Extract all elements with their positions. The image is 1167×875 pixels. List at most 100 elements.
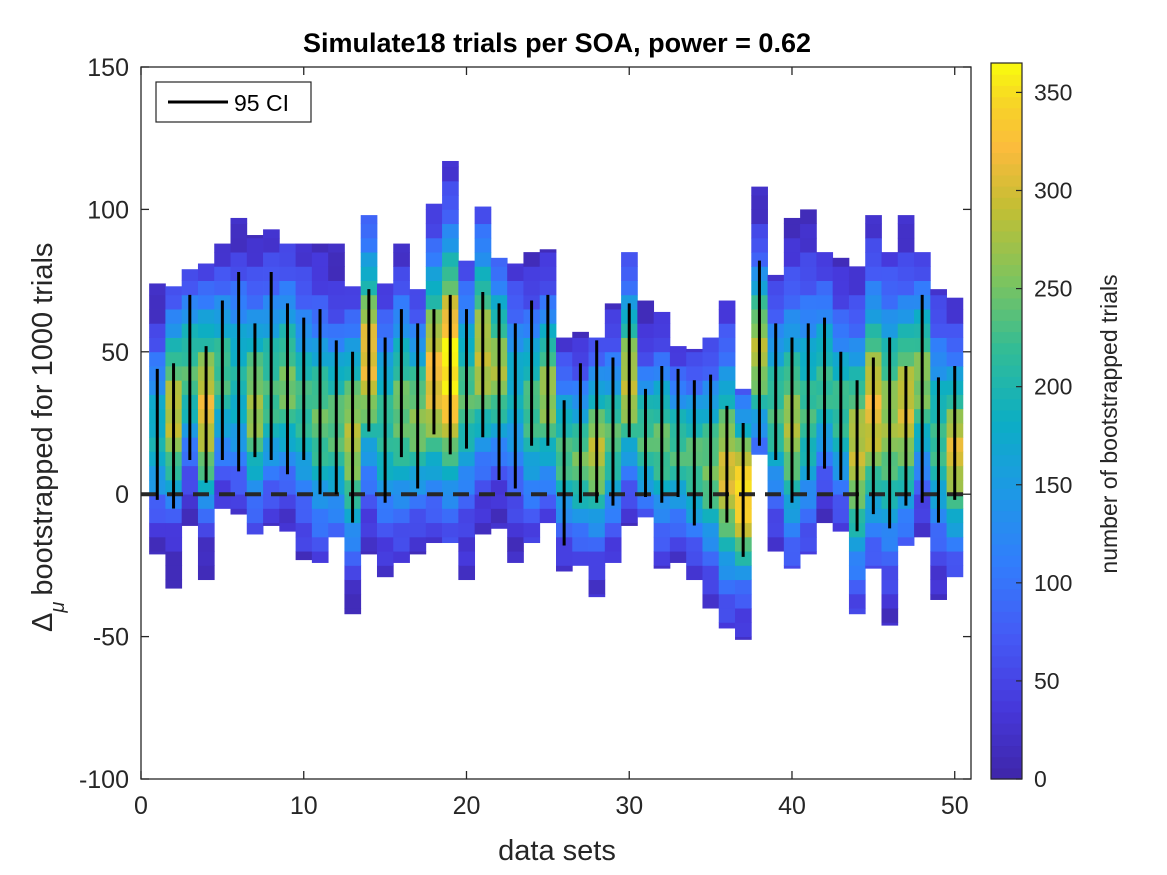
heatmap-cell (474, 280, 492, 296)
heatmap-cell (442, 180, 459, 196)
heatmap-cell (588, 536, 606, 552)
heatmap-cell (800, 508, 817, 524)
heatmap-cell (897, 309, 915, 324)
x-tick-label: 10 (290, 792, 318, 820)
heatmap-cell (865, 223, 882, 239)
heatmap-cell (767, 309, 785, 324)
colorbar-segment (991, 432, 1022, 444)
heatmap-cell (263, 494, 280, 509)
heatmap-cell (360, 437, 378, 452)
heatmap-cell (197, 522, 215, 538)
heatmap-cell (246, 508, 264, 524)
heatmap-cell (946, 522, 964, 538)
colorbar-segment (991, 107, 1022, 120)
heatmap-cell (376, 323, 394, 338)
heatmap-cell (865, 252, 882, 267)
heatmap-cell (669, 346, 687, 353)
heatmap-cell (800, 252, 817, 267)
heatmap-cell (718, 522, 736, 538)
heatmap-cell (214, 243, 231, 253)
heatmap-cell (767, 274, 785, 281)
colorbar-segment (991, 152, 1022, 165)
heatmap-cell (848, 351, 866, 367)
colorbar-label-group: number of bootstrapped trials (1096, 274, 1122, 573)
colorbar-segment (991, 208, 1022, 221)
colorbar-tick-label: 50 (1034, 668, 1060, 694)
heatmap-cell (360, 237, 378, 253)
heatmap-cell (197, 536, 215, 552)
heatmap-cell (149, 551, 166, 555)
heatmap-cell (393, 294, 410, 310)
heatmap-cell (718, 579, 736, 595)
colorbar-segment (991, 253, 1022, 265)
heatmap-cell (702, 579, 720, 595)
heatmap-cell (165, 522, 183, 538)
heatmap-cell (246, 280, 264, 296)
heatmap-cell (865, 266, 882, 281)
heatmap-cell (458, 494, 476, 509)
heatmap-cell (816, 508, 834, 524)
heatmap-cell (246, 522, 264, 535)
x-tick-label: 40 (778, 792, 806, 820)
heatmap-cell (556, 337, 573, 353)
heatmap-cell (409, 536, 427, 552)
heatmap-cell (230, 479, 248, 495)
colorbar-segment (991, 353, 1022, 366)
colorbar-segment (991, 130, 1022, 142)
heatmap-cell (914, 266, 931, 281)
heatmap-cell (930, 536, 947, 552)
heatmap-cell (865, 551, 882, 566)
heatmap-cell (848, 565, 866, 581)
heatmap-cell (474, 494, 492, 509)
heatmap-cell (279, 479, 296, 495)
colorbar-segment (991, 421, 1022, 433)
heatmap-cell (311, 536, 329, 552)
heatmap-cell (442, 195, 459, 210)
heatmap-cell (344, 551, 362, 566)
heatmap-cell (263, 508, 280, 524)
heatmap-cell (197, 337, 215, 353)
heatmap-cell (735, 579, 752, 595)
heatmap-cell (181, 508, 199, 524)
heatmap-cell (669, 508, 687, 524)
heatmap-cell (409, 294, 427, 310)
heatmap-cell (393, 280, 410, 296)
colorbar-segment (991, 219, 1022, 232)
heatmap-cell (669, 351, 687, 367)
heatmap-cell (800, 551, 817, 555)
heatmap-cell (230, 223, 248, 239)
heatmap-cell (442, 223, 459, 239)
heatmap-cell (735, 622, 752, 637)
heatmap-cell (409, 494, 427, 509)
heatmap-cell (718, 351, 736, 367)
heatmap-cell (425, 266, 443, 281)
heatmap-cell (621, 437, 638, 452)
colorbar-tick-label: 200 (1034, 374, 1072, 400)
heatmap-cell (490, 522, 508, 529)
heatmap-cell (393, 551, 410, 563)
heatmap-cell (474, 522, 492, 535)
heatmap-cell (783, 237, 801, 253)
heatmap-cell (897, 337, 915, 353)
heatmap-cell (425, 237, 443, 253)
heatmap-cell (165, 579, 183, 589)
heatmap-cell (442, 160, 459, 168)
colorbar-segment (991, 342, 1022, 355)
colorbar-segment (991, 230, 1022, 243)
heatmap-cell (751, 186, 768, 196)
heatmap-cell (881, 252, 899, 267)
heatmap-cell (246, 309, 264, 324)
heatmap-cell (328, 522, 345, 538)
heatmap-cell (295, 465, 313, 481)
heatmap-cell (246, 266, 264, 281)
heatmap-cell (149, 522, 166, 538)
heatmap-cell (181, 269, 199, 281)
heatmap-cell (197, 323, 215, 338)
heatmap-cell (865, 215, 882, 225)
heatmap-cell (848, 608, 866, 615)
heatmap-cell (653, 351, 671, 367)
heatmap-cell (328, 309, 345, 324)
heatmap-cell (718, 622, 736, 629)
heatmap-cell (832, 337, 850, 353)
